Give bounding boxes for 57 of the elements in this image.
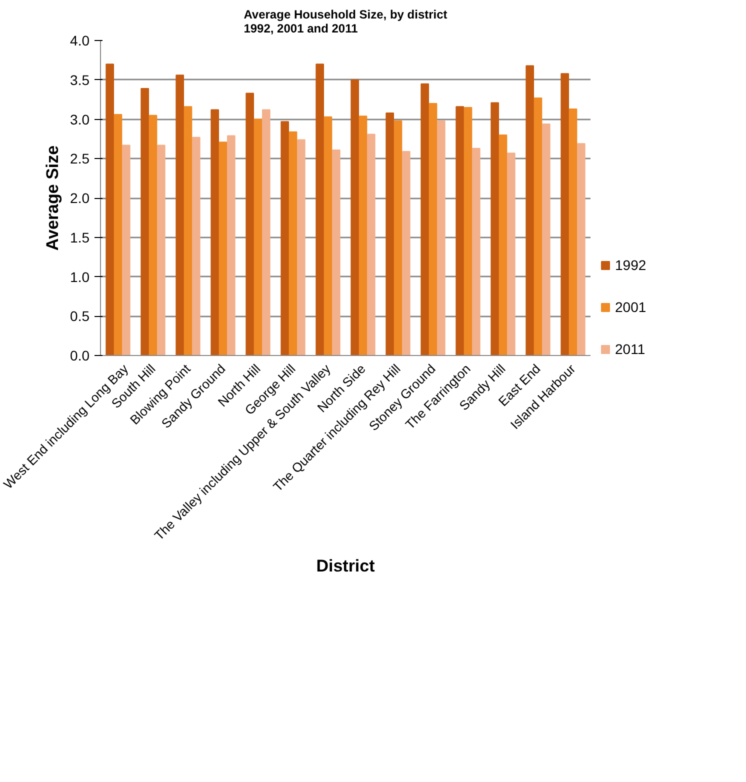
bar <box>148 114 158 356</box>
y-tick-label: 4.0 <box>70 32 90 48</box>
y-axis-title: Average Size <box>43 145 62 251</box>
bar <box>176 74 184 356</box>
y-tick-label: 1.0 <box>70 268 90 285</box>
bar <box>262 109 270 356</box>
bar <box>560 73 570 356</box>
bar <box>156 144 166 356</box>
bar <box>428 103 438 356</box>
legend-label: 1992 <box>615 257 646 273</box>
bar <box>210 109 220 356</box>
bar <box>296 139 306 356</box>
bar <box>226 135 236 356</box>
bar <box>420 83 430 356</box>
y-tick-label: 2.0 <box>70 190 90 206</box>
bar <box>402 151 410 356</box>
bar <box>280 121 290 356</box>
bar <box>246 92 254 356</box>
y-tick-label: 3.0 <box>70 111 90 128</box>
y-tick-label: 2.5 <box>70 150 90 167</box>
bar <box>114 114 122 356</box>
bar <box>288 131 298 356</box>
bar <box>122 144 130 356</box>
bar <box>324 116 332 356</box>
bar <box>316 64 324 356</box>
y-tick-label: 0.0 <box>70 348 90 364</box>
bar <box>366 134 376 356</box>
y-tick-label: 3.5 <box>70 72 90 88</box>
bar <box>394 120 402 356</box>
bar <box>456 106 464 356</box>
bar <box>350 79 360 356</box>
bar <box>568 108 578 356</box>
bar <box>106 64 114 356</box>
legend-label: 2001 <box>615 299 646 315</box>
bar <box>332 149 340 356</box>
bar <box>526 65 534 356</box>
bar <box>490 102 500 356</box>
chart-title: Average Household Size, by district 1992, 2001 and 2011 <box>244 8 448 36</box>
bar <box>386 112 394 356</box>
bar <box>506 152 516 356</box>
bar <box>472 148 480 356</box>
y-tick-label: 0.5 <box>70 308 90 324</box>
bar <box>542 123 550 356</box>
legend-label: 2011 <box>615 341 646 357</box>
bar <box>218 142 228 356</box>
bar <box>192 136 200 356</box>
bar <box>254 118 262 356</box>
bar <box>464 106 472 356</box>
bar <box>184 106 192 356</box>
bar <box>534 97 542 356</box>
bar <box>140 88 150 356</box>
bar <box>576 143 586 356</box>
x-axis-title: District <box>316 556 376 576</box>
bar <box>436 120 446 356</box>
bar <box>358 116 368 356</box>
y-tick-label: 1.5 <box>70 229 90 246</box>
bar <box>498 134 508 356</box>
